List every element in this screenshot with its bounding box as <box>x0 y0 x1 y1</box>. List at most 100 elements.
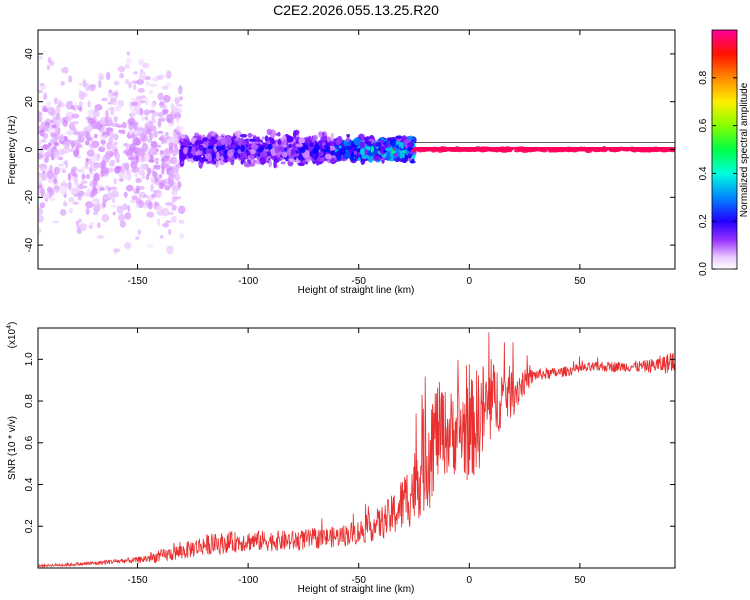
spectrogram-cell <box>156 112 165 117</box>
snr-series-line <box>38 332 675 568</box>
snr-x-label: Height of straight line (km) <box>298 584 415 595</box>
spectrogram-cell <box>273 160 277 169</box>
spectrogram-cell <box>63 140 71 149</box>
spectrogram-cell <box>96 202 101 209</box>
spectrogram-cell <box>172 156 177 161</box>
spectrogram-cell <box>78 130 85 137</box>
spectrogram-x-label: Height of straight line (km) <box>298 285 415 296</box>
x-tick-label: -100 <box>238 276 258 287</box>
spectrogram-cell <box>208 156 212 162</box>
spectrogram-cell <box>353 137 362 146</box>
colorbar-tick-label: 0.2 <box>698 214 709 228</box>
spectrogram-cell <box>173 137 178 144</box>
spectrogram-cell <box>55 112 61 120</box>
spectrogram-cell <box>41 139 47 143</box>
spectrogram-cell <box>166 70 172 79</box>
spectrogram-cell <box>88 166 93 173</box>
spectrogram-cell <box>70 187 78 196</box>
spectrogram-cell <box>38 111 43 117</box>
spectrogram-cell <box>66 115 71 123</box>
x-tick-label: -50 <box>351 575 366 586</box>
spectrogram-cell <box>59 185 68 195</box>
spectrogram-cell <box>199 156 205 163</box>
spectrogram-cell <box>89 161 95 168</box>
spectrogram-cell <box>68 207 74 214</box>
spectrogram-cell <box>110 204 118 208</box>
spectrogram-cell <box>53 178 58 184</box>
spectrogram-cell <box>243 150 247 159</box>
spectrogram-cell <box>171 196 178 202</box>
spectrogram-cell <box>38 207 44 216</box>
spectrogram-cell <box>176 103 183 107</box>
spectrogram-cell <box>145 96 149 106</box>
spectrogram-cell <box>118 129 125 134</box>
spectrogram-cell <box>92 110 100 118</box>
y-tick-label: 0 <box>24 146 35 152</box>
spectrogram-cell <box>84 161 89 168</box>
spectrogram-cell <box>49 164 53 173</box>
spectrogram-cell <box>178 85 183 90</box>
spectrogram-cell <box>191 146 196 156</box>
spectrogram-cell <box>319 156 326 163</box>
spectrogram-cell <box>40 173 48 182</box>
spectrogram-cell <box>97 222 101 229</box>
spectrogram-cell <box>150 183 154 192</box>
spectrogram-cell <box>394 152 399 158</box>
spectrogram-cell <box>161 165 165 175</box>
spectrogram-cell <box>39 202 46 209</box>
spectrogram-cell <box>117 100 124 108</box>
colorbar: 0.0 0.2 0.4 0.6 0.8 Normalized spectral ampl… <box>698 29 750 276</box>
spectrogram-cell <box>85 157 89 163</box>
spectrogram-cell <box>130 199 136 203</box>
spectrogram-cell <box>38 153 44 160</box>
spectrogram-cell <box>395 135 403 139</box>
spectrogram-cell <box>108 136 114 146</box>
spectrogram-cell <box>129 128 133 136</box>
snr-scale-factor: (x104) <box>6 322 18 349</box>
spectrogram-cell <box>94 133 98 139</box>
snr-y-label: SNR (10 * v/v) <box>7 416 18 480</box>
spectrogram-cell <box>63 136 68 141</box>
spectrogram-cell <box>38 214 44 223</box>
spectrogram-cell <box>148 147 157 156</box>
spectrogram-cell <box>152 171 158 178</box>
spectrogram-cell <box>118 177 124 182</box>
spectrogram-cell <box>104 152 112 159</box>
spectrogram-cell <box>148 159 155 163</box>
spectrogram-cell <box>156 144 162 148</box>
spectrogram-cell <box>166 245 174 255</box>
spectrogram-cell <box>45 124 50 129</box>
spectrogram-cell <box>55 166 61 174</box>
spectrogram-cell <box>79 190 84 196</box>
spectrogram-cell <box>344 141 352 147</box>
spectrogram-cell <box>147 201 153 210</box>
spectrogram-cell <box>259 151 268 158</box>
spectrogram-cell <box>171 148 178 157</box>
spectrogram-cell <box>85 201 93 209</box>
spectrogram-cell <box>73 149 80 157</box>
spectrogram-cell <box>133 83 137 91</box>
spectrogram-cell <box>232 135 237 140</box>
spectrogram-cell <box>158 174 163 179</box>
x-tick-label: -150 <box>128 575 148 586</box>
spectrogram-cell <box>399 158 406 163</box>
spectrogram-cell <box>78 91 86 100</box>
spectrogram-cell <box>385 155 391 161</box>
spectrogram-cell <box>312 147 319 155</box>
spectrogram-cell <box>231 144 237 149</box>
spectrogram-cell <box>338 145 342 149</box>
spectrogram-cell <box>179 125 184 132</box>
spectrogram-cell <box>113 248 121 253</box>
spectrogram-cell <box>84 140 90 146</box>
spectrogram-cell <box>430 149 437 153</box>
spectrogram-cell <box>169 168 175 177</box>
spectrogram-cell <box>513 149 521 153</box>
snr-scale-exponent: 4 <box>6 325 13 329</box>
spectrogram-cell <box>119 220 126 228</box>
spectrogram-cell <box>142 62 150 69</box>
spectrogram-cell <box>359 141 365 149</box>
spectrogram-cell <box>38 114 43 123</box>
spectrogram-cell <box>214 134 219 139</box>
spectrogram-cell <box>198 144 204 151</box>
spectrogram-cell <box>174 173 181 182</box>
